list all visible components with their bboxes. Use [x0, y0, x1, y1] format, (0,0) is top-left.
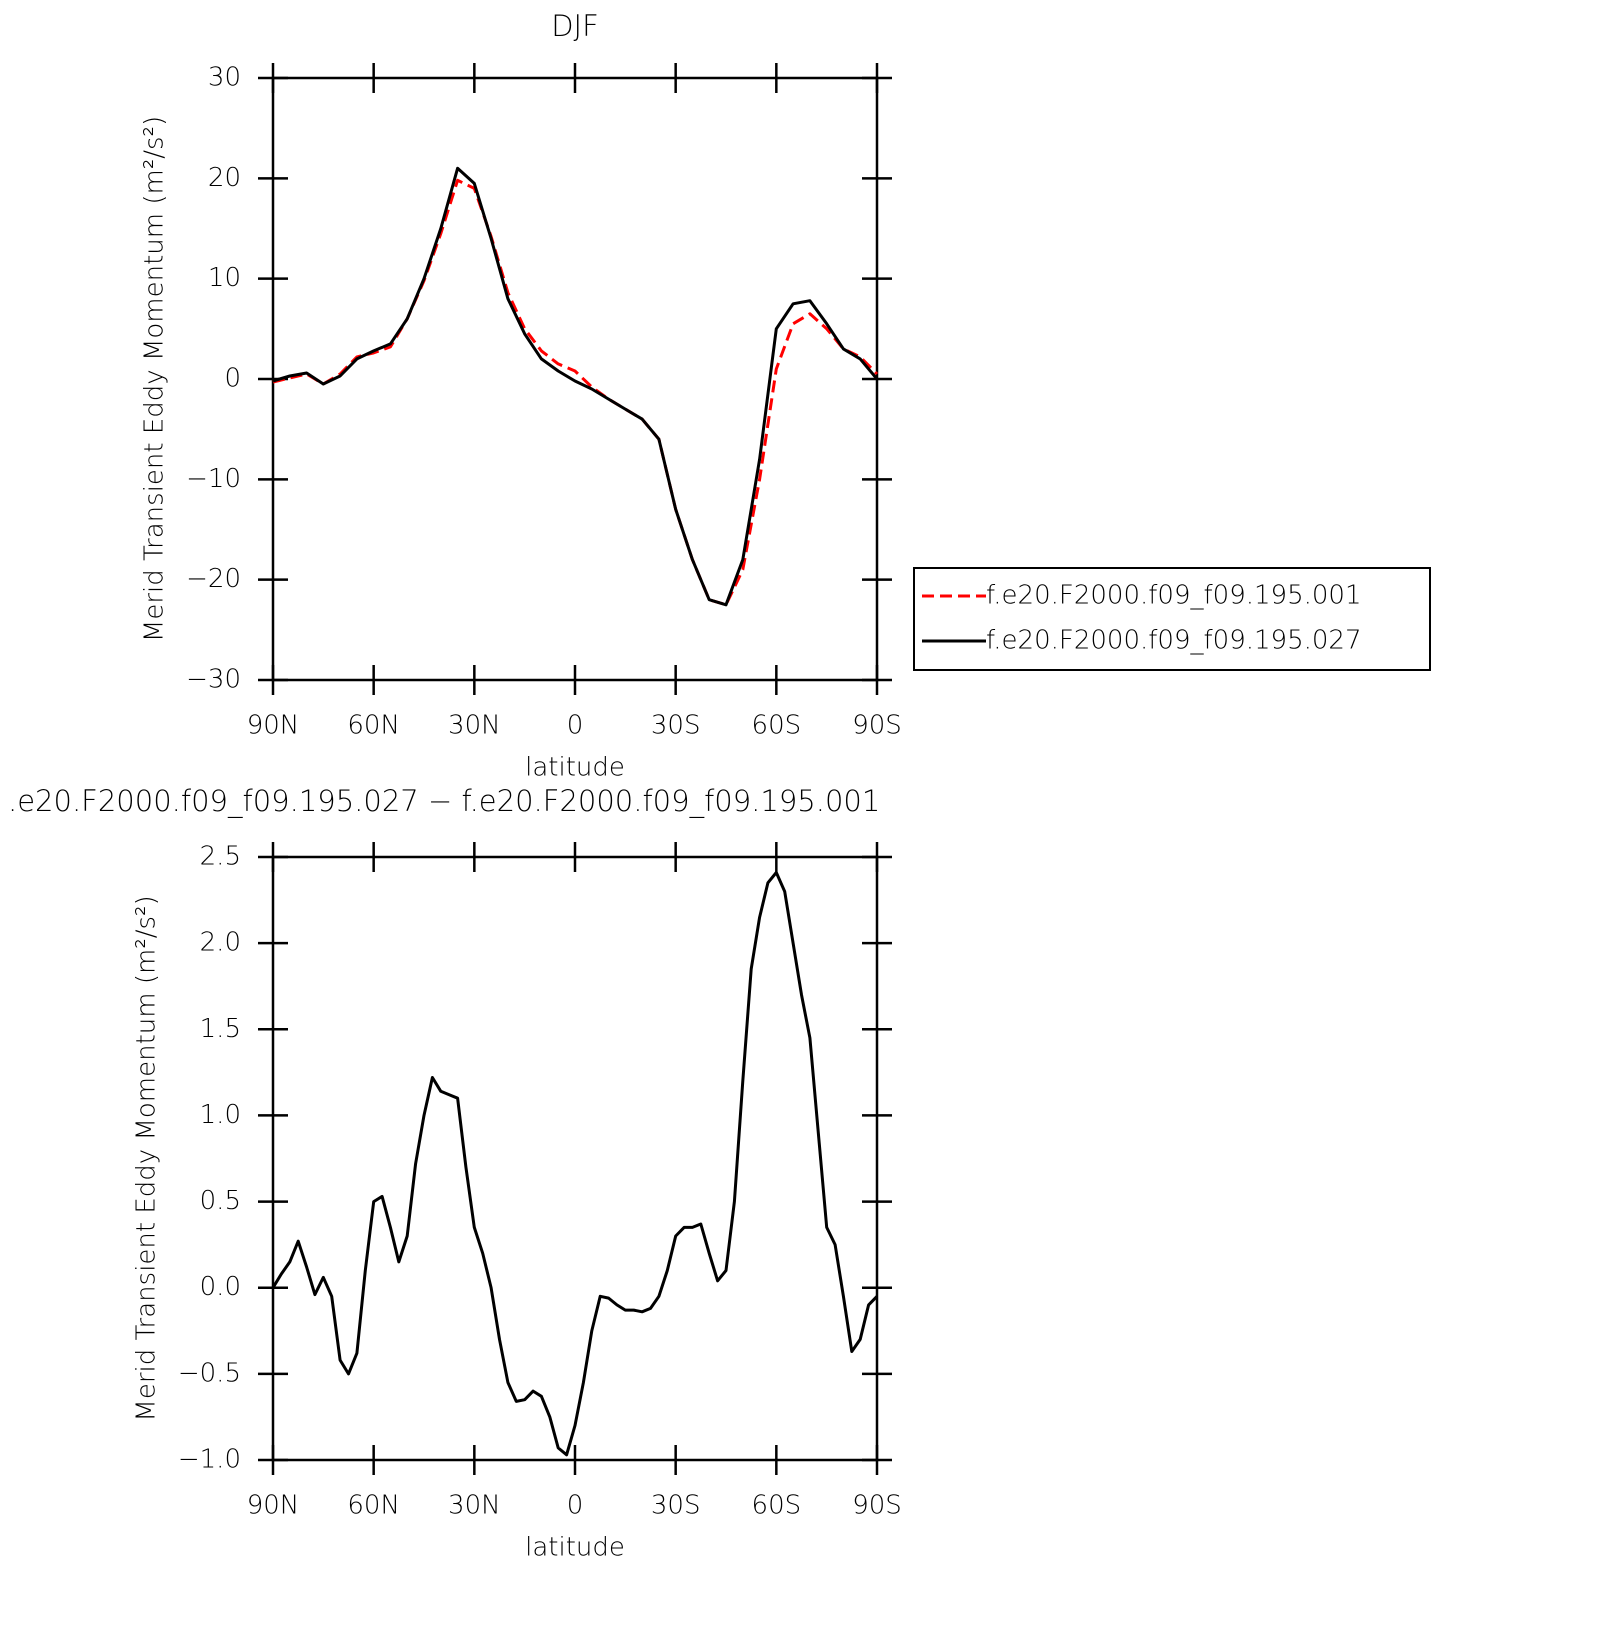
x-tick-label: 90S: [852, 711, 902, 741]
legend-label: f.e20.F2000.f09_f09.195.001: [986, 581, 1362, 611]
x-tick-label: 30N: [448, 1491, 501, 1521]
y-tick-label: 10: [208, 263, 241, 293]
y-tick-label: 0.5: [200, 1186, 241, 1216]
y-tick-label: 0: [224, 364, 241, 394]
legend-label: f.e20.F2000.f09_f09.195.027: [986, 626, 1362, 656]
x-tick-label: 90N: [247, 711, 300, 741]
y-tick-label: 30: [208, 63, 241, 93]
legend-box: [913, 567, 1431, 671]
chart-title: .e20.F2000.f09_f09.195.027 − f.e20.F2000…: [8, 784, 880, 819]
y-axis-label: Merid Transient Eddy Momentum (m²/s²): [132, 895, 162, 1421]
x-tick-label: 90S: [852, 1491, 902, 1521]
series-line: [271, 871, 879, 1457]
plot-frame: [271, 855, 879, 1462]
x-tick-label: 30S: [651, 1491, 701, 1521]
x-tick-label: 0: [567, 1491, 584, 1521]
series-line: [272, 178, 879, 607]
x-axis-label: latitude: [525, 753, 625, 783]
x-tick-label: 60N: [347, 1491, 400, 1521]
x-tick-label: 60S: [752, 711, 802, 741]
x-tick-label: 0: [567, 711, 584, 741]
x-tick-label: 90N: [247, 1491, 300, 1521]
plot-frame: [271, 76, 879, 682]
y-tick-label: 1.5: [200, 1014, 241, 1044]
y-tick-label: 2.0: [200, 928, 241, 958]
y-tick-label: −10: [186, 464, 241, 494]
chart-title: DJF: [551, 9, 599, 43]
series-line: [272, 166, 879, 607]
x-tick-label: 30S: [651, 711, 701, 741]
x-axis-label: latitude: [525, 1533, 625, 1563]
y-tick-label: 0.0: [200, 1272, 241, 1302]
y-tick-label: 20: [208, 163, 241, 193]
y-tick-label: −20: [186, 564, 241, 594]
y-tick-label: 1.0: [200, 1100, 241, 1130]
y-tick-label: −30: [186, 665, 241, 695]
x-tick-label: 30N: [448, 711, 501, 741]
y-tick-label: −0.5: [178, 1358, 241, 1388]
y-tick-label: 2.5: [200, 842, 241, 872]
y-axis-label: Merid Transient Eddy Momentum (m²/s²): [140, 116, 170, 642]
x-tick-label: 60N: [347, 711, 400, 741]
y-tick-label: −1.0: [178, 1445, 241, 1475]
x-tick-label: 60S: [752, 1491, 802, 1521]
